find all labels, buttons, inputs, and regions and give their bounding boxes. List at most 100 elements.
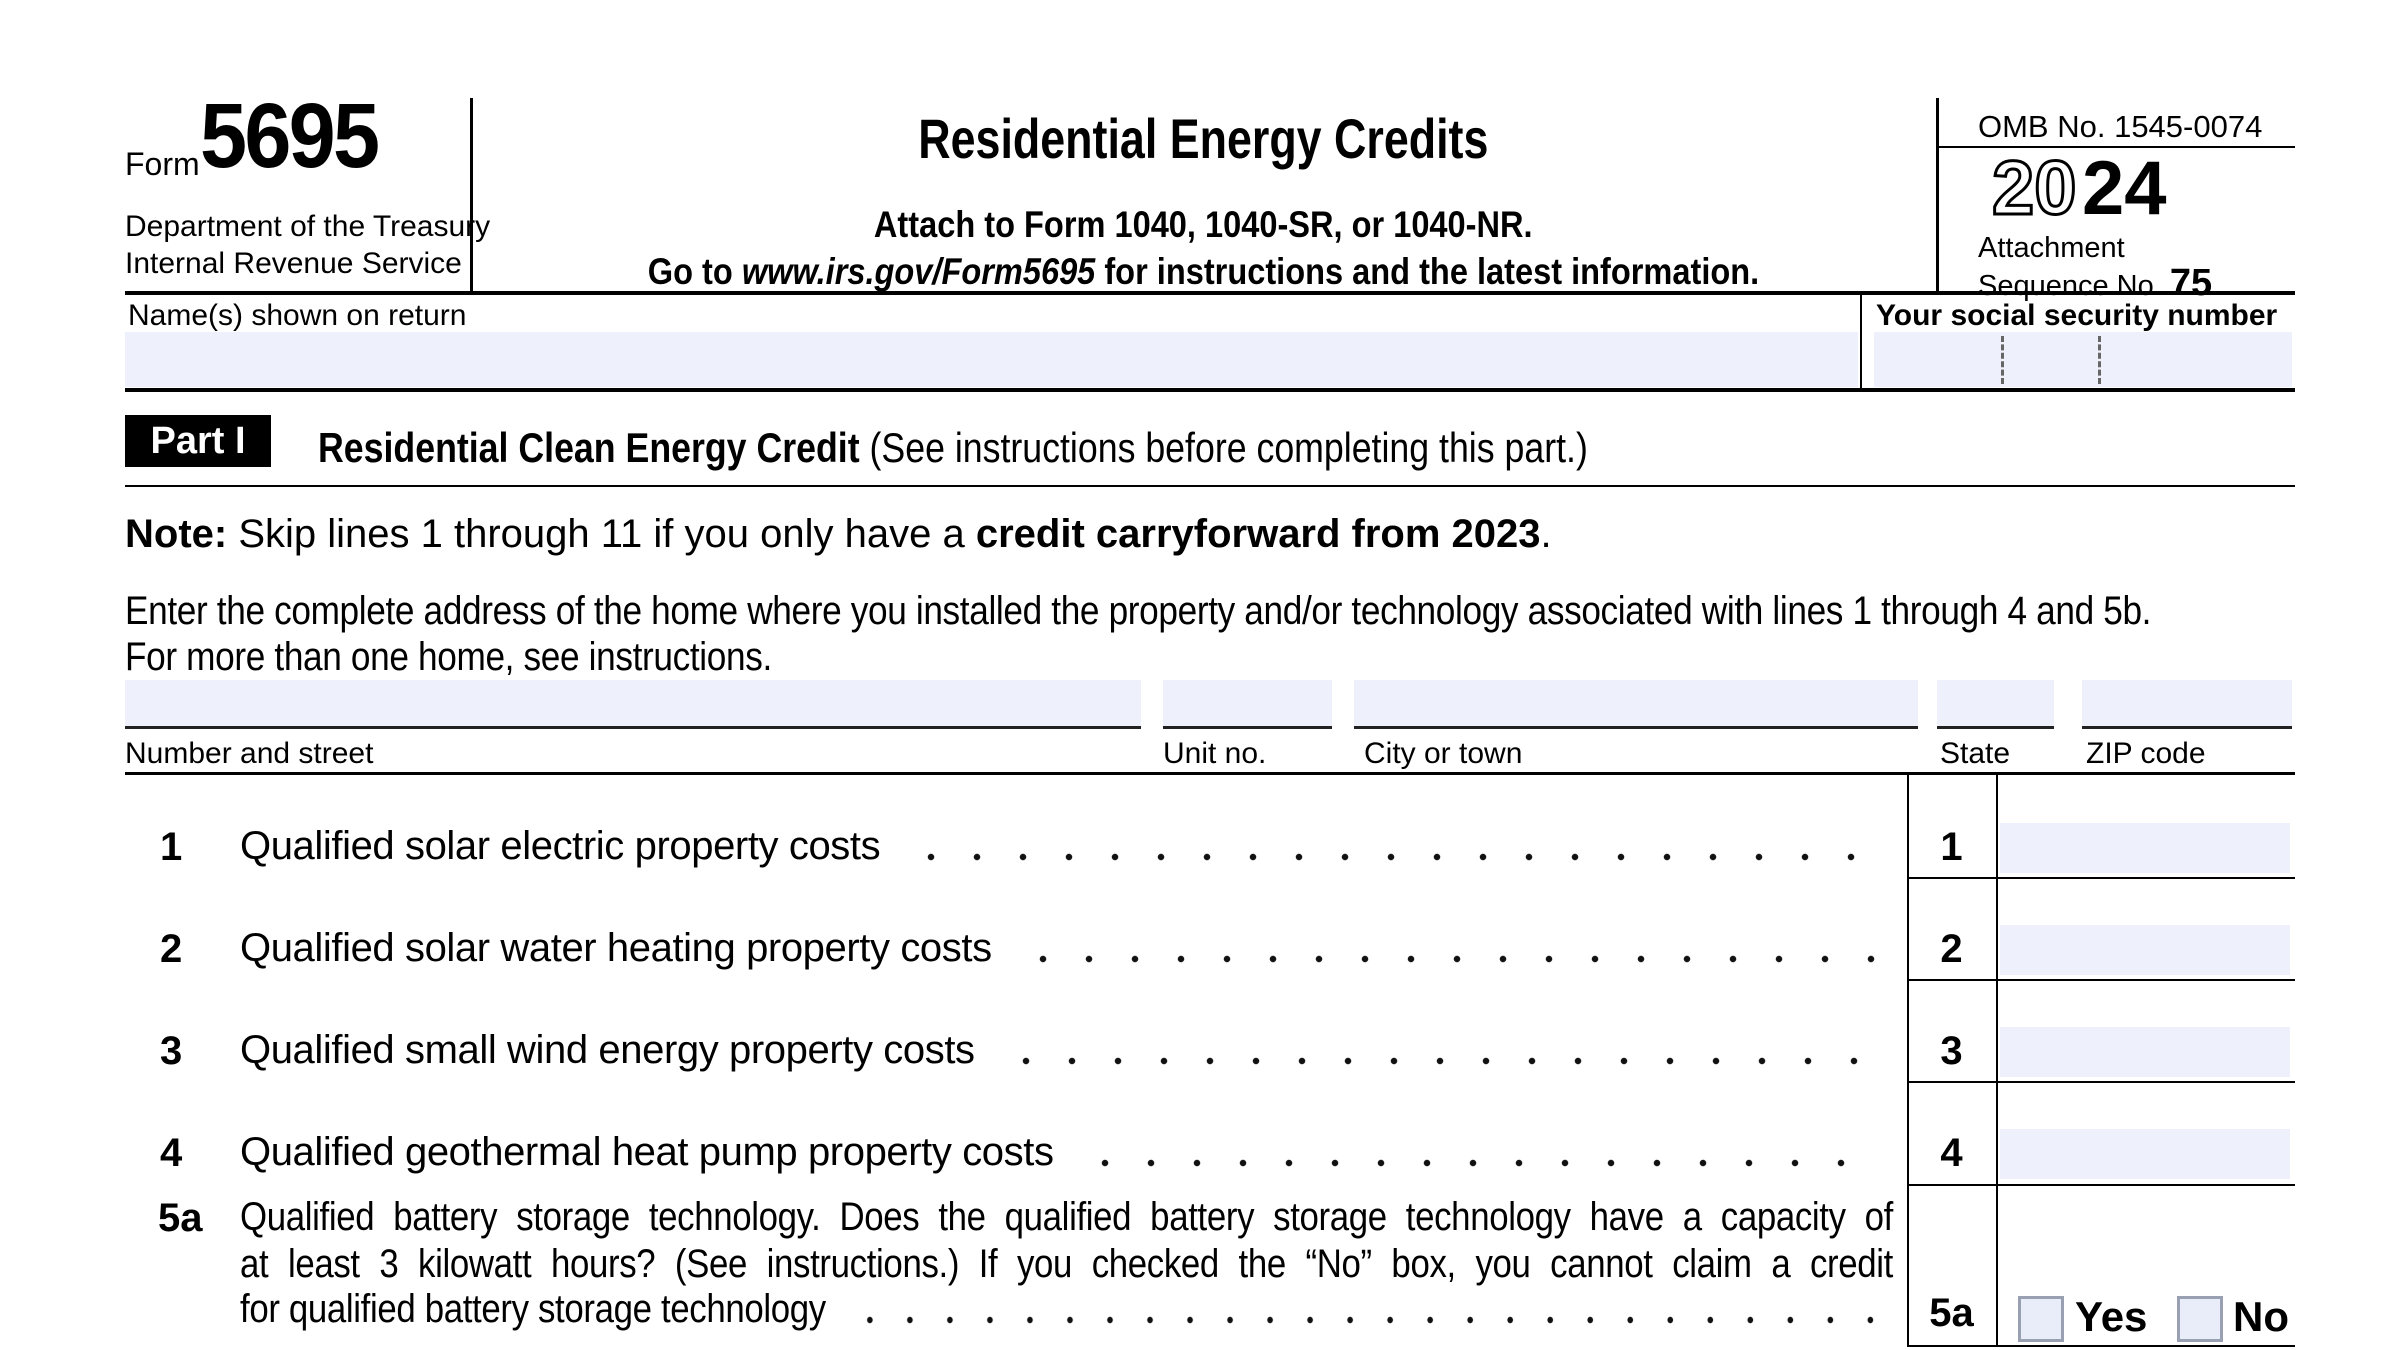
dot-leader (1002, 1056, 1879, 1066)
line-2-box-number: 2 (1940, 927, 1963, 971)
attachment-label: Attachment (1978, 232, 2125, 264)
ssn-input[interactable] (1874, 332, 2292, 387)
state-input[interactable] (1937, 680, 2054, 726)
line-4-box-number: 4 (1940, 1131, 1963, 1175)
line-1-box-number: 1 (1940, 825, 1963, 869)
address-instructions: Enter the complete address of the home w… (125, 588, 2295, 680)
table-row-line-3: 3 Qualified small wind energy property c… (125, 979, 2295, 1081)
table-row-line-4: 4 Qualified geothermal heat pump propert… (125, 1081, 2295, 1183)
state-label: State (1940, 737, 2011, 770)
city-or-town-input[interactable] (1354, 680, 1918, 726)
sequence-label: Sequence No. (1978, 270, 2170, 302)
unit-no-label: Unit no. (1163, 737, 1267, 770)
zip-code-underline (2082, 726, 2292, 729)
zip-code-input[interactable] (2082, 680, 2292, 726)
agency-line2: Internal Revenue Service (125, 247, 462, 280)
line-5a-no-label: No (2233, 1293, 2289, 1340)
omb-number: OMB No. 1545-0074 (1978, 109, 2263, 144)
tax-year: 20 24 (1991, 150, 2167, 230)
line-5a-number: 5a (158, 1196, 203, 1240)
form-word-label: Form (125, 146, 200, 182)
agency-line1: Department of the Treasury (125, 210, 491, 243)
unit-no-input[interactable] (1163, 680, 1332, 726)
row-separator-5a (1907, 1345, 2295, 1347)
line-5a-text-line1: Qualified battery storage technology. Do… (240, 1195, 1893, 1239)
ssn-dash-separator-1 (2001, 336, 2004, 384)
line-5a-text-line2: at least 3 kilowatt hours? (See instruct… (240, 1242, 1893, 1286)
omb-separator (1936, 146, 2295, 148)
unit-no-underline (1163, 726, 1332, 729)
number-and-street-underline (125, 726, 1141, 729)
dot-leader (1081, 1158, 1879, 1168)
line-4-number: 4 (160, 1131, 183, 1175)
dot-leader (850, 1315, 1888, 1325)
row-separator-3 (1907, 1081, 2295, 1083)
address-instructions-line2: For more than one home, see instructions… (125, 635, 772, 679)
line-5a-text-line3: for qualified battery storage technology (240, 1287, 826, 1331)
table-row-line-5a: 5a Qualified battery storage technology.… (125, 1184, 2295, 1347)
dot-leader (1019, 954, 1879, 964)
row-separator-2 (1907, 979, 2295, 981)
line-3-number: 3 (160, 1029, 183, 1073)
goto-prefix: Go to (647, 251, 742, 292)
line-2-amount-input[interactable] (2000, 925, 2290, 975)
goto-instruction: Go to www.irs.gov/Form5695 for instructi… (472, 251, 1934, 293)
note-carryforward: credit carryforward from 2023 (975, 512, 1541, 556)
line-4-amount-input[interactable] (2000, 1129, 2290, 1179)
table-row-line-1: 1 Qualified solar electric property cost… (125, 775, 2295, 877)
sequence-number: 75 (2169, 262, 2213, 304)
line-5a-no-checkbox[interactable] (2177, 1296, 2223, 1342)
tax-year-outline: 20 (1992, 150, 2077, 230)
ssn-cell-divider (1860, 291, 1862, 391)
goto-suffix: for instructions and the latest informat… (1094, 251, 1759, 292)
table-top-rule (125, 772, 2295, 775)
line-2-number: 2 (160, 927, 183, 971)
name-band-bottom-rule (125, 388, 2295, 392)
ssn-label: Your social security number (1876, 299, 2278, 332)
line-4-description: Qualified geothermal heat pump property … (240, 1131, 1885, 1173)
line-5a-box-number: 5a (1929, 1291, 1974, 1335)
address-instructions-line1: Enter the complete address of the home w… (125, 589, 2152, 633)
row-separator-1 (1907, 877, 2295, 879)
part1-heading-subtitle: (See instructions before completing this… (859, 424, 1588, 471)
goto-url: www.irs.gov/Form5695 (741, 251, 1095, 292)
number-and-street-input[interactable] (125, 680, 1141, 726)
attach-instruction: Attach to Form 1040, 1040-SR, or 1040-NR… (873, 204, 1533, 245)
attachment-sequence: Attachment Sequence No. 75 (1978, 231, 2212, 304)
line-2-description: Qualified solar water heating property c… (240, 927, 1885, 969)
state-underline (1937, 726, 2054, 729)
part1-badge: Part I (125, 415, 271, 467)
part1-heading-title: Residential Clean Energy Credit (318, 424, 860, 471)
tax-year-bold: 24 (2082, 150, 2167, 230)
number-and-street-label: Number and street (125, 737, 374, 770)
amount-column-right-line (1996, 772, 1998, 1347)
name-label: Name(s) shown on return (128, 299, 467, 332)
line-3-box-number: 3 (1940, 1029, 1963, 1073)
ssn-dash-separator-2 (2098, 336, 2101, 384)
city-or-town-underline (1354, 726, 1918, 729)
amount-column-left-line (1907, 772, 1909, 1347)
name-input[interactable] (125, 332, 1858, 387)
line-3-amount-input[interactable] (2000, 1027, 2290, 1077)
note: Note: Skip lines 1 through 11 if you onl… (125, 512, 1552, 556)
agency-name: Department of the Treasury Internal Reve… (125, 208, 490, 282)
line-1-amount-input[interactable] (2000, 823, 2290, 873)
header-divider-left (470, 98, 473, 292)
line-5a-yes-label: Yes (2075, 1293, 2148, 1340)
line-5a-yes-checkbox[interactable] (2018, 1296, 2064, 1342)
dot-leader (908, 852, 1879, 862)
form-title: Residential Energy Credits (917, 107, 1489, 170)
note-label: Note: (125, 512, 228, 556)
part1-heading-rule (125, 485, 2295, 487)
line-5a-description: Qualified battery storage technology. Do… (240, 1194, 1893, 1330)
form-number: 5695 (200, 85, 380, 187)
line-1-number: 1 (160, 825, 183, 869)
zip-code-label: ZIP code (2086, 737, 2206, 770)
line-3-description: Qualified small wind energy property cos… (240, 1029, 1885, 1071)
header-bottom-rule (125, 291, 2295, 295)
table-row-line-2: 2 Qualified solar water heating property… (125, 877, 2295, 979)
line-1-description: Qualified solar electric property costs (240, 825, 1885, 867)
city-or-town-label: City or town (1364, 737, 1523, 770)
row-separator-4 (1907, 1184, 2295, 1186)
